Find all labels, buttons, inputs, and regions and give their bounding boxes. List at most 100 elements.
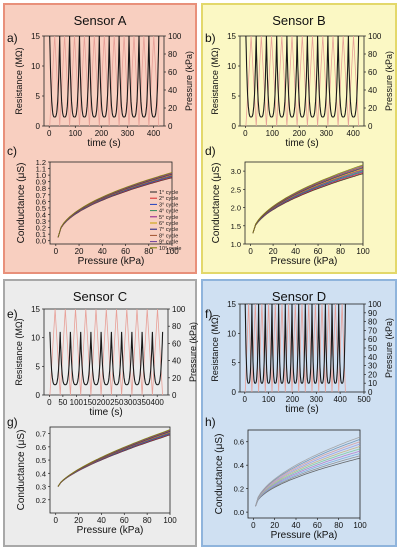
legend-label: 1° cycle bbox=[159, 190, 178, 196]
y2-tick-label: 80 bbox=[368, 50, 377, 59]
y-tick-label: 0.5 bbox=[36, 456, 46, 465]
y-tick-label: 1.0 bbox=[231, 240, 241, 249]
y-axis-label: Conductance (μS) bbox=[16, 430, 27, 511]
y2-axis-label: Pressure (kPa) bbox=[188, 322, 198, 382]
y2-tick-label: 80 bbox=[168, 50, 177, 59]
x-tick-label: 0 bbox=[251, 521, 256, 530]
y-tick-label: 0.2 bbox=[234, 485, 244, 494]
cycle-series-4 bbox=[57, 432, 171, 487]
y2-tick-label: 60 bbox=[168, 68, 177, 77]
resistance-series bbox=[49, 331, 164, 386]
label-d: d) bbox=[205, 144, 216, 158]
y-tick-label: 0.6 bbox=[36, 443, 46, 452]
x-tick-label: 80 bbox=[143, 516, 152, 525]
y2-tick-label: 0 bbox=[368, 388, 373, 397]
y-tick-label: 0.9 bbox=[36, 178, 46, 187]
y2-tick-label: 40 bbox=[172, 357, 181, 366]
chart-group-c: 0 50 100 150 200 250 300 350 4000510150204060801… bbox=[14, 305, 198, 536]
legend-label: 10° cycle bbox=[159, 246, 181, 252]
x-axis-label: time (s) bbox=[285, 138, 318, 149]
x-tick-label: 0 bbox=[243, 129, 248, 138]
x-tick-label: 100 bbox=[266, 129, 280, 138]
cycle-series-7 bbox=[255, 443, 361, 507]
cycle-series-6 bbox=[255, 446, 361, 507]
y-tick-label: 10 bbox=[227, 62, 236, 71]
y2-tick-label: 90 bbox=[368, 309, 377, 318]
y-tick-label: 1.0 bbox=[36, 171, 46, 180]
x-tick-label: 100 bbox=[353, 521, 367, 530]
y-tick-label: 0.6 bbox=[36, 197, 46, 206]
y-tick-label: 0.6 bbox=[234, 438, 244, 447]
y-axis-label: Resistance (MΩ) bbox=[210, 47, 220, 114]
cycle-series-10 bbox=[57, 429, 171, 487]
resistance-series bbox=[245, 35, 360, 118]
x-tick-label: 20 bbox=[74, 516, 83, 525]
resistance-series bbox=[49, 35, 160, 118]
legend-label: 6° cycle bbox=[159, 221, 178, 227]
cycle-series-2 bbox=[57, 434, 171, 487]
legend-label: 2° cycle bbox=[159, 196, 178, 202]
x-tick-label: 300 bbox=[124, 398, 138, 407]
x-tick-label: 100 bbox=[70, 398, 84, 407]
x-tick-label: 40 bbox=[97, 516, 106, 525]
y-tick-label: 0 bbox=[36, 391, 41, 400]
y2-tick-label: 0 bbox=[172, 391, 177, 400]
y-axis-label: Resistance (MΩ) bbox=[14, 318, 24, 385]
label-c: c) bbox=[7, 144, 17, 158]
cycle-series-10 bbox=[255, 436, 361, 507]
y2-tick-label: 60 bbox=[368, 68, 377, 77]
y2-tick-label: 0 bbox=[168, 122, 173, 131]
x-tick-label: 40 bbox=[291, 247, 300, 256]
x-tick-label: 0 bbox=[248, 247, 253, 256]
cycle-series-1 bbox=[252, 173, 364, 234]
y2-tick-label: 100 bbox=[168, 32, 182, 41]
x-tick-label: 0 bbox=[47, 129, 52, 138]
y-tick-label: 0.0 bbox=[234, 508, 244, 517]
cycle-series-9 bbox=[255, 439, 361, 507]
label-f: f) bbox=[205, 307, 212, 321]
y-axis-label: Conductance (μS) bbox=[16, 163, 27, 244]
x-tick-label: 300 bbox=[320, 129, 334, 138]
cycle-series-8 bbox=[57, 173, 173, 238]
y-tick-label: 0.7 bbox=[36, 430, 46, 439]
sensor-d-title: Sensor D bbox=[272, 289, 326, 304]
x-tick-label: 60 bbox=[121, 247, 130, 256]
x-tick-label: 150 bbox=[83, 398, 97, 407]
cycle-series-10 bbox=[57, 172, 173, 238]
y-tick-label: 1.2 bbox=[36, 158, 46, 167]
y2-tick-label: 60 bbox=[368, 335, 377, 344]
label-e: e) bbox=[7, 307, 18, 321]
y-tick-label: 0.4 bbox=[36, 210, 46, 219]
legend-label: 7° cycle bbox=[159, 227, 178, 233]
y-axis-label: Conductance (μS) bbox=[211, 163, 222, 244]
label-h: h) bbox=[205, 415, 216, 429]
x-tick-label: 200 bbox=[97, 398, 111, 407]
y-tick-label: 1.1 bbox=[36, 165, 46, 174]
x-tick-label: 80 bbox=[336, 247, 345, 256]
x-tick-label: 0 bbox=[54, 247, 59, 256]
y-tick-label: 0.2 bbox=[36, 224, 46, 233]
y-tick-label: 2.0 bbox=[231, 204, 241, 213]
x-tick-label: 0 bbox=[243, 395, 248, 404]
x-tick-label: 200 bbox=[95, 129, 109, 138]
y2-tick-label: 100 bbox=[368, 32, 382, 41]
cycle-series-4 bbox=[57, 175, 173, 238]
x-tick-label: 20 bbox=[269, 247, 278, 256]
pressure-series bbox=[244, 303, 346, 393]
cycle-series-3 bbox=[57, 433, 171, 487]
cycle-series-5 bbox=[255, 448, 361, 507]
y-tick-label: 1.5 bbox=[231, 222, 241, 231]
x-tick-label: 100 bbox=[356, 247, 370, 256]
y-axis-label: Resistance (MΩ) bbox=[14, 47, 24, 114]
y-tick-label: 10 bbox=[31, 62, 40, 71]
legend-label: 4° cycle bbox=[159, 209, 178, 215]
y2-tick-label: 40 bbox=[168, 86, 177, 95]
y-tick-label: 15 bbox=[227, 300, 236, 309]
y-tick-label: 5 bbox=[36, 92, 41, 101]
y2-tick-label: 80 bbox=[368, 318, 377, 327]
x-tick-label: 100 bbox=[262, 395, 276, 404]
y2-tick-label: 100 bbox=[368, 300, 382, 309]
cycle-series-3 bbox=[57, 176, 173, 238]
y-tick-label: 15 bbox=[31, 32, 40, 41]
